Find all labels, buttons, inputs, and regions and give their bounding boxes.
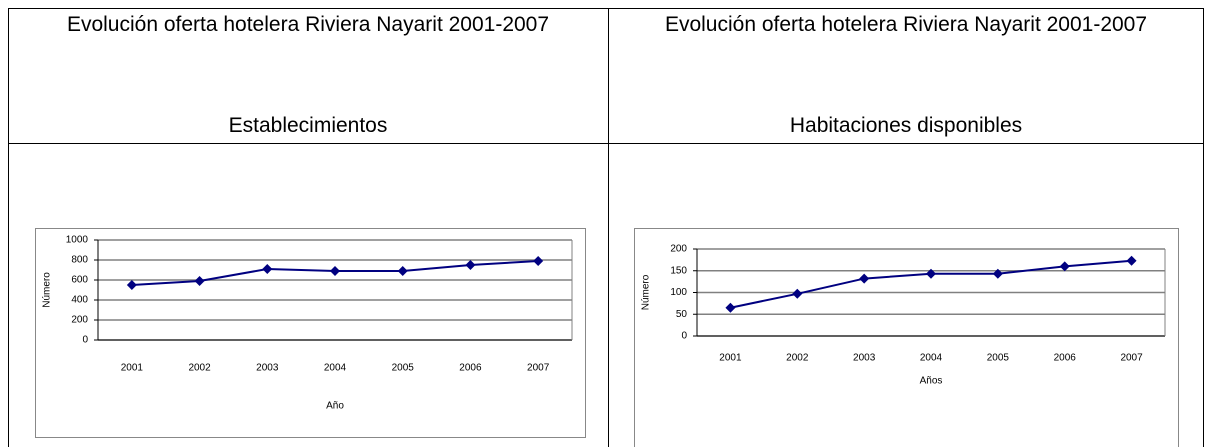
y-tick-label: 800: [71, 255, 88, 266]
x-tick-label: 2006: [1054, 353, 1077, 364]
x-tick-label: 2004: [324, 363, 347, 374]
x-tick-label: 2002: [188, 363, 211, 374]
marker: [859, 273, 870, 284]
table-border: [8, 8, 9, 447]
x-tick-label: 2005: [392, 363, 415, 374]
cell-subtitle: Establecimientos: [228, 114, 388, 137]
chart: 0 50 100 150 200 2001 2002 2003 2004 2005 2006 2007…: [634, 228, 1179, 447]
y-tick-label: 50: [676, 309, 688, 320]
cell-title: Evolución oferta hotelera Riviera Nayari…: [66, 13, 550, 36]
x-tick-label: 2001: [121, 363, 144, 374]
x-tick-label: 2003: [256, 363, 279, 374]
marker: [262, 264, 273, 274]
y-tick-label: 100: [670, 287, 687, 298]
table-border: [8, 143, 1204, 144]
table-border: [608, 8, 609, 447]
marker: [126, 280, 137, 290]
x-tick-label: 2004: [920, 353, 943, 364]
y-tick-label: 200: [71, 315, 88, 326]
x-tick-label: 2003: [853, 353, 876, 364]
marker: [1059, 261, 1070, 272]
marker: [533, 256, 544, 266]
marker: [330, 266, 340, 276]
marker: [465, 260, 476, 270]
x-tick-label: 2005: [987, 353, 1010, 364]
y-tick-label: 0: [82, 335, 88, 346]
cell-title: Evolución oferta hotelera Riviera Nayari…: [664, 13, 1148, 36]
y-tick-label: 1000: [66, 235, 89, 246]
x-tick-label: 2007: [1120, 353, 1143, 364]
y-tick-label: 0: [681, 331, 687, 342]
x-tick-label: 2002: [786, 353, 809, 364]
y-tick-label: 200: [670, 244, 687, 255]
x-tick-label: 2001: [719, 353, 742, 364]
y-tick-label: 150: [670, 265, 687, 276]
x-axis-title: Año: [326, 401, 344, 412]
chart: 0 200 400 600 800 1000 2001 2002 2003 2004 2005 200…: [35, 228, 586, 438]
y-tick-label: 400: [71, 295, 88, 306]
marker: [397, 266, 408, 276]
cell-subtitle: Habitaciones disponibles: [789, 114, 1023, 137]
marker: [1126, 255, 1137, 266]
x-tick-label: 2006: [459, 363, 482, 374]
table-border: [1203, 8, 1204, 447]
marker: [792, 288, 803, 299]
marker: [194, 276, 205, 286]
x-tick-label: 2007: [527, 363, 550, 374]
table-border: [8, 8, 1204, 9]
marker: [992, 268, 1003, 279]
marker: [725, 302, 736, 313]
y-tick-label: 600: [71, 275, 88, 286]
x-axis-title: Años: [920, 376, 943, 387]
y-axis-title: Número: [42, 272, 53, 308]
chart-frame: [634, 228, 1179, 447]
y-axis-title: Número: [641, 274, 652, 310]
marker: [926, 268, 936, 279]
